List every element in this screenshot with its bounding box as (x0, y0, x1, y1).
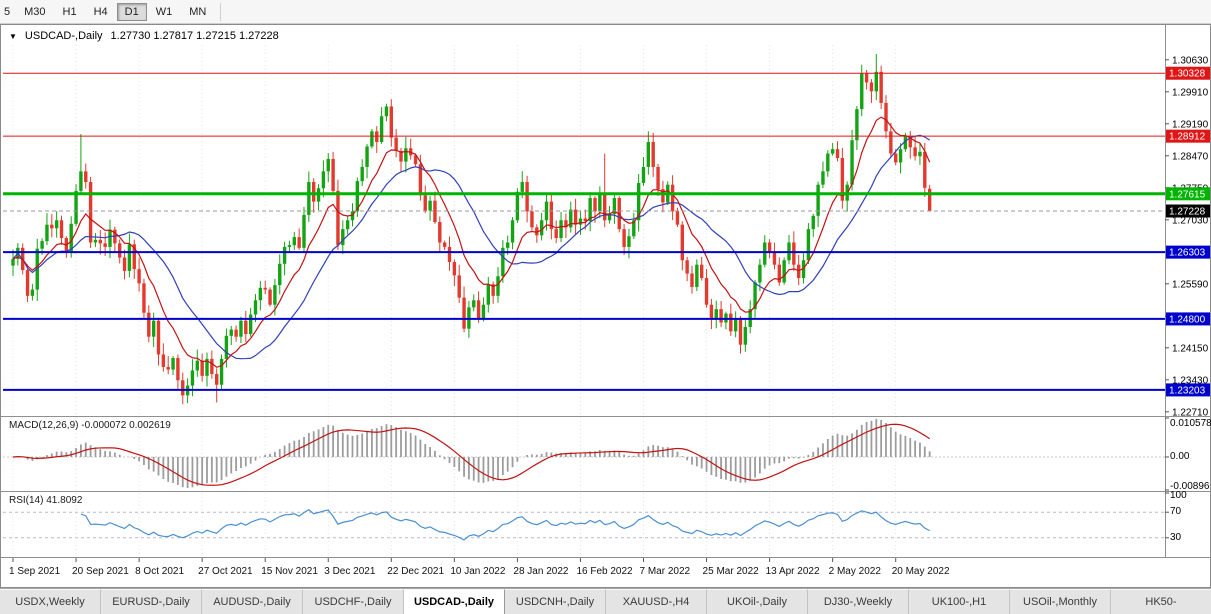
chart-title-ohlc: 1.27730 1.27817 1.27215 1.27228 (110, 30, 279, 42)
rsi-axis-30: 30 (1170, 532, 1182, 543)
chart-menu-icon[interactable]: ▼ (9, 31, 17, 41)
chart-window: 1.306301.299101.291901.284701.277501.270… (0, 24, 1211, 588)
price-badge: 1.28912 (1166, 129, 1210, 143)
svg-text:10 Jan 2022: 10 Jan 2022 (450, 566, 505, 577)
timeframe-button-h4[interactable]: H4 (93, 5, 108, 18)
chart-tab-eurusd-daily[interactable]: EURUSD-,Daily (101, 589, 202, 614)
chart-tab-usdchf-daily[interactable]: USDCHF-,Daily (303, 589, 404, 614)
time-axis: 1 Sep 2021 20 Sep 2021 8 Oct 2021 27 Oct 20… (9, 558, 950, 577)
svg-text:1.24800: 1.24800 (1169, 314, 1206, 325)
svg-text:1.30630: 1.30630 (1172, 55, 1209, 66)
candlesticks (11, 54, 932, 405)
timeframe-button-h1[interactable]: H1 (62, 5, 77, 18)
svg-text:1.27030: 1.27030 (1172, 215, 1209, 226)
svg-text:1.22710: 1.22710 (1172, 407, 1209, 418)
price-badge: 1.27228 (1166, 204, 1210, 218)
chart-title: ▼ USDCAD-,Daily 1.27730 1.27817 1.27215 … (9, 30, 279, 42)
svg-text:2 May 2022: 2 May 2022 (829, 566, 882, 577)
macd-axis-max: 0.010578 (1170, 418, 1211, 429)
timeframe-button-mn[interactable]: MN (189, 5, 207, 18)
svg-text:16 Feb 2022: 16 Feb 2022 (576, 566, 633, 577)
timeframe-button-5[interactable]: 5 (4, 5, 11, 18)
svg-text:1.29910: 1.29910 (1172, 87, 1209, 98)
svg-text:1.27615: 1.27615 (1169, 189, 1206, 200)
chart-tab-dj30-weekly[interactable]: DJ30-,Weekly (808, 589, 909, 614)
svg-text:1.29190: 1.29190 (1172, 119, 1209, 130)
chart-tab-usdx-weekly[interactable]: USDX,Weekly (0, 589, 101, 614)
timeframe-button-w1[interactable]: W1 (155, 5, 173, 18)
svg-text:1 Sep 2021: 1 Sep 2021 (9, 566, 61, 577)
svg-text:27 Oct 2021: 27 Oct 2021 (198, 566, 253, 577)
price-badge: 1.26303 (1166, 245, 1210, 259)
chart-tab-hk50-[interactable]: HK50- (1111, 589, 1211, 614)
ma-fast-line (12, 116, 931, 368)
svg-text:20 Sep 2021: 20 Sep 2021 (72, 566, 129, 577)
svg-text:1.28470: 1.28470 (1172, 151, 1209, 162)
svg-text:1.23430: 1.23430 (1172, 375, 1209, 386)
rsi-axis-100: 100 (1170, 490, 1187, 501)
chart-title-symbol: USDCAD-,Daily (24, 30, 103, 42)
chart-tabs-bar: USDX,Weekly EURUSD-,Daily AUDUSD-,Daily USD… (0, 588, 1211, 614)
timeframe-toolbar: 5 M30 H1 H4 D1 W1 MN (0, 0, 1211, 24)
macd-axis-zero: 0.00 (1170, 451, 1190, 462)
svg-text:28 Jan 2022: 28 Jan 2022 (513, 566, 568, 577)
macd-histogram (16, 418, 931, 489)
price-axis: 1.306301.299101.291901.284701.277501.270… (1165, 55, 1209, 418)
timeframe-button-m30[interactable]: M30 (24, 5, 46, 18)
svg-text:8 Oct 2021: 8 Oct 2021 (135, 566, 184, 577)
rsi-axis-70: 70 (1170, 506, 1182, 517)
macd-signal-line (12, 423, 930, 486)
chart-tab-uk100-h1[interactable]: UK100-,H1 (909, 589, 1010, 614)
svg-text:1.27228: 1.27228 (1169, 207, 1206, 218)
macd-axis-min: -0.00896 (1170, 481, 1210, 492)
price-badge: 1.24800 (1166, 312, 1210, 326)
svg-text:22 Dec 2021: 22 Dec 2021 (387, 566, 444, 577)
svg-text:25 Mar 2022: 25 Mar 2022 (703, 566, 760, 577)
svg-text:1.25590: 1.25590 (1172, 279, 1209, 290)
ma-slow-line (12, 134, 930, 360)
svg-text:1.26303: 1.26303 (1169, 248, 1206, 259)
svg-text:1.23203: 1.23203 (1169, 385, 1206, 396)
svg-text:1.28912: 1.28912 (1169, 132, 1206, 143)
svg-text:3 Dec 2021: 3 Dec 2021 (324, 566, 376, 577)
svg-text:13 Apr 2022: 13 Apr 2022 (766, 566, 820, 577)
svg-text:15 Nov 2021: 15 Nov 2021 (261, 566, 318, 577)
horizontal-level-lines[interactable] (3, 72, 1165, 391)
rsi-indicator-label: RSI(14) 41.8092 (9, 495, 83, 506)
timeframe-button-d1[interactable]: D1 (116, 2, 147, 21)
price-badge: 1.27615 (1166, 187, 1210, 201)
chart-tab-usdcad-daily[interactable]: USDCAD-,Daily (404, 589, 505, 614)
price-badge: 1.30328 (1166, 66, 1210, 80)
rsi-line (80, 509, 930, 541)
svg-text:1.30328: 1.30328 (1169, 69, 1206, 80)
macd-indicator-label: MACD(12,26,9) -0.000072 0.002619 (9, 420, 171, 431)
price-chart-canvas: 1.306301.299101.291901.284701.277501.270… (1, 25, 1210, 577)
svg-text:7 Mar 2022: 7 Mar 2022 (640, 566, 691, 577)
chart-tab-audusd-daily[interactable]: AUDUSD-,Daily (202, 589, 303, 614)
svg-text:20 May 2022: 20 May 2022 (892, 566, 950, 577)
chart-tab-usdcnh-daily[interactable]: USDCNH-,Daily (505, 589, 606, 614)
chart-tab-usoil-monthly[interactable]: USOil-,Monthly (1010, 589, 1111, 614)
svg-text:1.24150: 1.24150 (1172, 343, 1209, 354)
toolbar-separator (220, 2, 222, 21)
price-badge: 1.23203 (1166, 383, 1210, 397)
chart-tab-xauusd-h4[interactable]: XAUUSD-,H4 (606, 589, 707, 614)
chart-tab-ukoil-daily[interactable]: UKOil-,Daily (707, 589, 808, 614)
